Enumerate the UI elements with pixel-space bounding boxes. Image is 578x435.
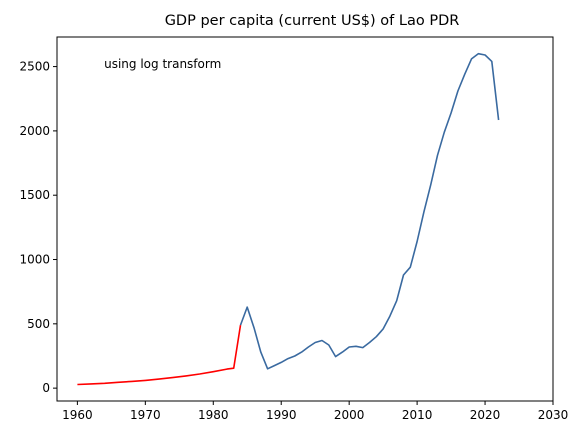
- x-tick-label: 2000: [334, 408, 365, 422]
- plot-frame: [56, 36, 554, 402]
- actual-series-line: [239, 52, 500, 370]
- x-tick-label: 2010: [402, 408, 433, 422]
- chart-annotation: using log transform: [104, 57, 221, 71]
- y-axis: 0 500 1000 1500 2000 2500: [19, 60, 57, 395]
- chart-title: GDP per capita (current US$) of Lao PDR: [165, 13, 460, 29]
- series-layer: [77, 52, 500, 386]
- y-tick-label: 2000: [19, 124, 50, 138]
- x-tick-label: 2020: [470, 408, 501, 422]
- y-tick-label: 0: [42, 381, 50, 395]
- estimated-series-line: [77, 324, 242, 386]
- y-tick-label: 2500: [19, 60, 50, 74]
- x-tick-label: 2030: [538, 408, 569, 422]
- y-tick-label: 1500: [19, 188, 50, 202]
- x-tick-label: 1980: [198, 408, 229, 422]
- x-tick-label: 1990: [266, 408, 297, 422]
- y-tick-label: 1000: [19, 253, 50, 267]
- x-tick-label: 1970: [130, 408, 161, 422]
- x-axis: 1960 1970 1980 1990 2000 2010 2020 2030: [62, 401, 568, 422]
- y-tick-label: 500: [27, 317, 50, 331]
- x-tick-label: 1960: [62, 408, 93, 422]
